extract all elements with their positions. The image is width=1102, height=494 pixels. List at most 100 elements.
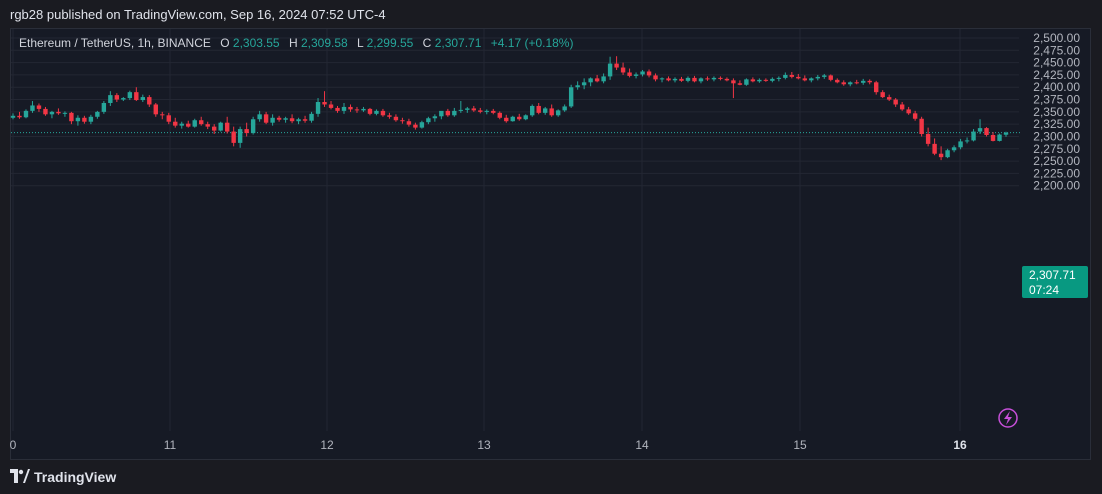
candle — [367, 107, 373, 116]
x-tick-label: 0 — [10, 438, 17, 452]
candle — [588, 77, 593, 87]
candle — [692, 75, 697, 83]
high-value: 2,309.58 — [301, 36, 348, 50]
candle — [789, 71, 795, 79]
y-tick-label: 2,475.00 — [1033, 43, 1080, 57]
candle — [977, 119, 983, 135]
brand-name: TradingView — [34, 469, 117, 485]
candle — [938, 146, 944, 161]
candle — [309, 111, 314, 123]
candle — [971, 129, 976, 142]
candle — [679, 76, 684, 82]
x-tick-label: 15 — [793, 438, 807, 452]
candle — [43, 106, 48, 116]
x-tick-label: 12 — [320, 438, 334, 452]
candle — [685, 76, 691, 83]
candle — [134, 87, 139, 102]
candle — [620, 62, 626, 75]
candle — [173, 117, 178, 128]
candle — [361, 106, 366, 112]
candle — [542, 106, 548, 115]
y-tick-label: 2,200.00 — [1033, 179, 1080, 193]
candle — [880, 90, 885, 99]
candle — [491, 108, 496, 115]
y-tick-label: 2,400.00 — [1033, 80, 1080, 94]
candle — [536, 102, 541, 115]
candle — [724, 77, 730, 82]
candle — [465, 106, 470, 113]
candle — [406, 118, 412, 127]
candle — [510, 115, 515, 122]
candle — [517, 113, 522, 121]
candle — [302, 115, 308, 123]
candle — [114, 93, 120, 103]
x-tick-label: 13 — [477, 438, 491, 452]
candle — [945, 148, 950, 159]
candle — [848, 81, 853, 87]
footer-bar: TradingView — [0, 460, 1102, 494]
candle — [296, 117, 301, 125]
time-axis[interactable]: 0 11 12 13 14 15 16 — [10, 438, 967, 452]
candle — [237, 126, 243, 148]
candle — [10, 113, 16, 120]
candle — [276, 115, 282, 122]
close-value: 2,307.71 — [435, 36, 482, 50]
y-tick-label: 2,450.00 — [1033, 56, 1080, 70]
candle — [88, 114, 94, 125]
candle — [426, 116, 431, 125]
candle — [809, 77, 814, 83]
candle — [497, 111, 502, 120]
candle — [335, 105, 340, 113]
candle — [471, 105, 477, 112]
candle — [153, 102, 158, 117]
candle — [211, 124, 217, 135]
candle — [899, 102, 905, 111]
candle — [30, 101, 35, 113]
candle — [815, 74, 820, 81]
candle — [101, 101, 107, 114]
candle — [166, 112, 171, 125]
candle — [802, 75, 808, 82]
candle — [322, 91, 327, 107]
candle — [108, 91, 113, 106]
candle — [432, 114, 438, 122]
candle — [452, 107, 457, 117]
candle — [439, 110, 444, 120]
candle — [737, 80, 743, 86]
candle — [763, 78, 769, 82]
candle — [698, 77, 704, 84]
candle — [607, 56, 613, 80]
tradingview-logo-icon — [10, 469, 30, 483]
candle — [257, 110, 262, 122]
candle — [62, 111, 68, 117]
y-tick-label: 2,350.00 — [1033, 105, 1080, 119]
candle — [659, 77, 665, 83]
lightning-icon[interactable] — [998, 408, 1018, 428]
candle — [263, 111, 269, 125]
attribution-bar: rgb28 published on TradingView.com, Sep … — [0, 0, 1102, 28]
candle — [218, 121, 223, 132]
candle — [594, 74, 600, 83]
candle — [750, 77, 756, 83]
candle — [400, 117, 405, 124]
y-tick-label: 2,375.00 — [1033, 93, 1080, 107]
price-axis[interactable]: 2,500.002,475.002,450.002,425.002,400.00… — [1033, 31, 1080, 193]
candle — [841, 80, 846, 86]
candle — [997, 133, 1002, 142]
candle — [179, 121, 184, 129]
price-badge-value: 2,307.71 — [1029, 268, 1076, 282]
candle — [835, 78, 840, 84]
candle — [413, 122, 418, 130]
candle — [127, 90, 133, 101]
last-price-badge: 2,307.71 07:24 — [1022, 266, 1088, 298]
candle — [69, 111, 74, 125]
candle — [530, 104, 535, 117]
price-badge-bg — [1022, 266, 1088, 298]
candle — [744, 78, 749, 86]
candle — [186, 120, 191, 128]
candle — [315, 98, 321, 117]
candle — [776, 76, 782, 82]
price-badge-countdown: 07:24 — [1029, 283, 1059, 297]
candle — [672, 77, 678, 83]
